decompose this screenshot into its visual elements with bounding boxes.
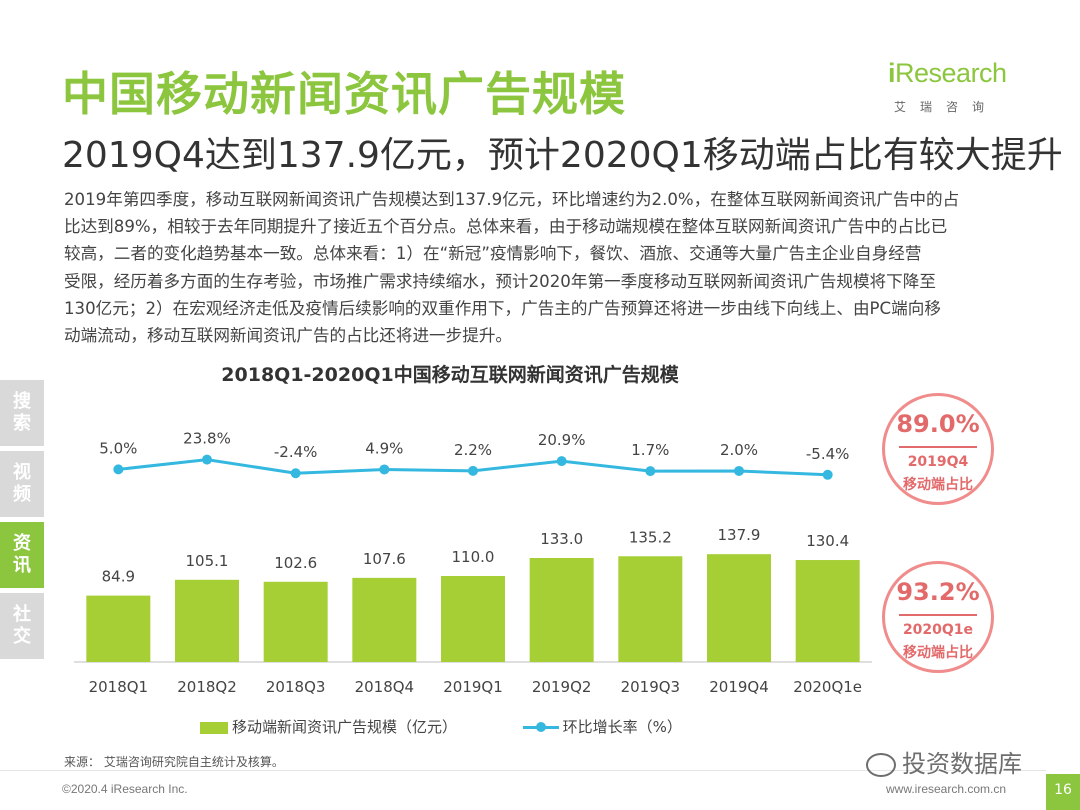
badge-percentage: 89.0% xyxy=(896,410,980,438)
bar-value-label: 102.6 xyxy=(274,554,317,572)
growth-rate-label: 5.0% xyxy=(99,439,137,457)
share-badge-2020q1e: 93.2% 2020Q1e 移动端占比 xyxy=(882,561,994,673)
sidenav-item-news[interactable]: 资 讯 xyxy=(0,522,44,588)
bar-value-label: 105.1 xyxy=(186,552,229,570)
source-note: 来源： 艾瑞咨询研究院自主统计及核算。 xyxy=(64,755,284,769)
sidenav-label: 交 xyxy=(13,626,31,647)
sidenav-label: 视 xyxy=(13,462,31,483)
bar-value-label: 137.9 xyxy=(718,526,761,544)
iresearch-logo: iResearch 艾瑞咨询 xyxy=(888,58,1038,128)
logo-subtitle: 艾瑞咨询 xyxy=(894,100,999,114)
bar-value-label: 133.0 xyxy=(540,530,583,548)
x-tick-label: 2018Q2 xyxy=(177,678,237,696)
legend-line-swatch xyxy=(522,722,559,732)
badge-period: 2019Q4 xyxy=(907,454,969,470)
badge-caption: 移动端占比 xyxy=(903,477,973,493)
growth-rate-label: 2.0% xyxy=(720,441,758,459)
sidenav-label: 索 xyxy=(13,413,31,434)
x-tick-label: 2019Q3 xyxy=(621,678,681,696)
page-number: 16 xyxy=(1054,782,1072,798)
page-title: 中国移动新闻资讯广告规模 xyxy=(62,67,626,121)
growth-rate-label: 1.7% xyxy=(631,441,669,459)
growth-rate-point xyxy=(290,468,301,479)
growth-rate-point xyxy=(556,456,567,467)
legend-bar-label: 移动端新闻资讯广告规模（亿元） xyxy=(232,718,458,736)
page-number-box xyxy=(1046,774,1080,810)
growth-rate-label: 4.9% xyxy=(365,439,403,457)
body-line: 130亿元；2）在宏观经济走低及疫情后续影响的双重作用下，广告主的广告预算还将进… xyxy=(64,298,941,318)
badge-period: 2020Q1e xyxy=(902,622,974,638)
chart-legend: 移动端新闻资讯广告规模（亿元） 环比增长率（%） xyxy=(200,716,682,737)
x-tick-label: 2019Q1 xyxy=(443,678,503,696)
sidenav-label: 搜 xyxy=(13,391,31,412)
sidenav-item-social[interactable]: 社 交 xyxy=(0,593,44,659)
bar-mark xyxy=(707,554,771,662)
growth-rate-label: 23.8% xyxy=(183,430,231,448)
bar-mark xyxy=(263,581,328,662)
x-tick-label: 2019Q4 xyxy=(709,678,769,696)
bar-value-label: 110.0 xyxy=(452,548,495,566)
x-tick-label: 2018Q1 xyxy=(89,678,149,696)
watermark: 投资数据库 xyxy=(866,744,1022,779)
footer-divider xyxy=(0,770,1046,771)
bar-value-label: 135.2 xyxy=(629,528,672,546)
chart-title: 2018Q1-2020Q1中国移动互联网新闻资讯广告规模 xyxy=(221,364,679,386)
sidenav-item-video[interactable]: 视 频 xyxy=(0,451,44,517)
watermark-text: 投资数据库 xyxy=(902,750,1022,778)
badge-divider xyxy=(899,446,977,448)
sidenav-label: 社 xyxy=(13,604,31,625)
legend-line-label: 环比增长率（%） xyxy=(562,718,682,736)
bar-value-label: 130.4 xyxy=(806,532,849,550)
website-link[interactable]: www.iresearch.com.cn xyxy=(886,782,1007,796)
bar-mark xyxy=(529,557,594,662)
wechat-icon xyxy=(866,753,896,777)
x-tick-label: 2018Q3 xyxy=(266,678,326,696)
growth-rate-point xyxy=(645,466,656,477)
growth-rate-point xyxy=(468,465,478,476)
bar-mark xyxy=(795,560,860,662)
body-paragraph: 2019年第四季度，移动互联网新闻资讯广告规模达到137.9亿元，环比增速约为2… xyxy=(64,186,1034,349)
share-badge-2019q4: 89.0% 2019Q4 移动端占比 xyxy=(882,393,994,505)
copyright: ©2020.4 iResearch Inc. xyxy=(62,782,188,796)
sidenav-label: 讯 xyxy=(13,555,31,576)
growth-rate-label: 2.2% xyxy=(454,441,492,459)
growth-rate-label: -5.4% xyxy=(806,445,850,463)
sidenav-label: 资 xyxy=(13,533,31,554)
logo-i-glyph: i xyxy=(888,58,896,88)
logo-text: Research xyxy=(895,58,1007,88)
x-tick-label: 2018Q4 xyxy=(355,678,415,696)
body-line: 比达到89%，相较于去年同期提升了接近五个百分点。总体来看，由于移动端规模在整体… xyxy=(64,217,948,237)
bar-value-label: 107.6 xyxy=(363,550,406,568)
x-tick-label: 2020Q1e xyxy=(793,678,862,696)
body-line: 2019年第四季度，移动互联网新闻资讯广告规模达到137.9亿元，环比增速约为2… xyxy=(64,190,960,209)
body-line: 动端流动，移动互联网新闻资讯广告的占比还将进一步提升。 xyxy=(64,326,513,346)
growth-rate-point xyxy=(202,454,212,465)
page-subtitle: 2019Q4达到137.9亿元，预计2020Q1移动端占比有较大提升 xyxy=(62,135,1063,176)
badge-percentage: 93.2% xyxy=(896,578,980,606)
x-tick-label: 2019Q2 xyxy=(532,678,592,696)
body-line: 受限，经历着多方面的生存考验，市场推广需求持续缩水，预计2020年第一季度移动互… xyxy=(64,271,936,291)
growth-rate-point xyxy=(379,464,390,475)
bar-value-label: 84.9 xyxy=(102,568,135,586)
growth-rate-point xyxy=(822,469,833,480)
legend-bar-swatch xyxy=(200,721,228,734)
logo-wordmark: iResearch xyxy=(888,58,1007,89)
badge-caption: 移动端占比 xyxy=(903,645,973,661)
growth-rate-label: 20.9% xyxy=(538,431,586,449)
bar-mark xyxy=(618,556,683,662)
growth-rate-point xyxy=(113,464,124,475)
badge-divider xyxy=(899,614,977,616)
bar-mark xyxy=(86,595,151,662)
growth-rate-label: -2.4% xyxy=(274,443,318,461)
sidenav-item-search[interactable]: 搜 索 xyxy=(0,380,44,446)
body-line: 较高，二者的变化趋势基本一致。总体来看：1）在“新冠”疫情影响下，餐饮、酒旅、交… xyxy=(64,244,922,264)
bar-mark xyxy=(441,575,505,662)
growth-rate-point xyxy=(734,465,744,476)
sidenav-label: 频 xyxy=(13,484,31,505)
bar-mark xyxy=(352,577,417,662)
bar-mark xyxy=(175,579,239,662)
